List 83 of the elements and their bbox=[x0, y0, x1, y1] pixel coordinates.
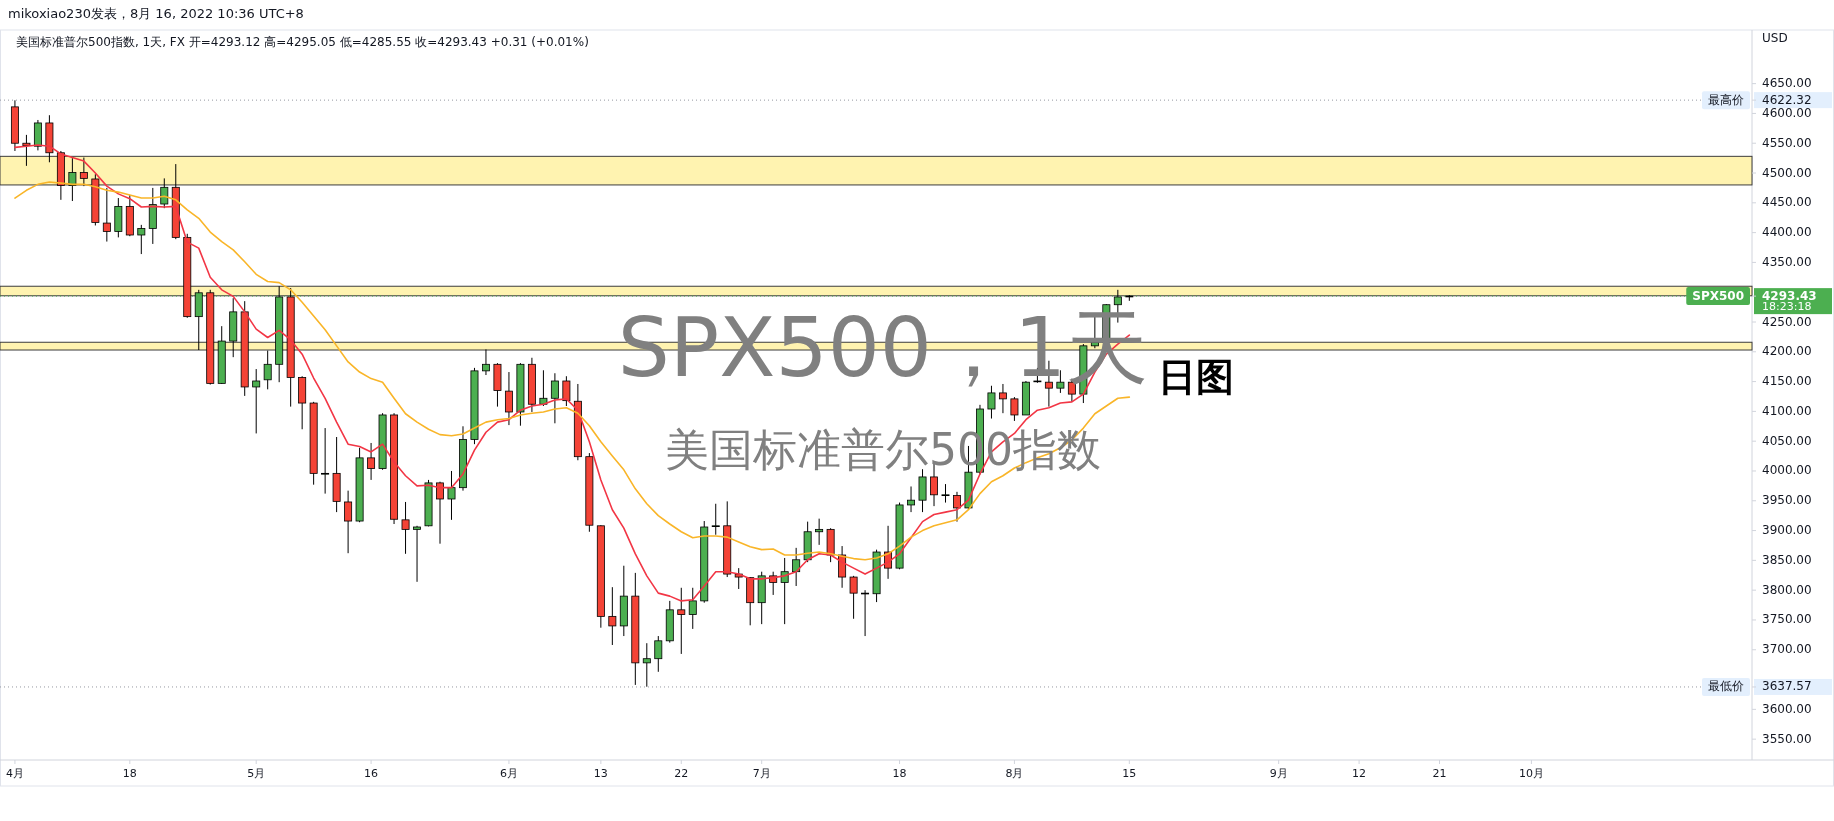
y-tick-label: 4450.00 bbox=[1762, 195, 1812, 210]
x-tick-label: 7月 bbox=[752, 767, 771, 780]
candlestick bbox=[436, 481, 444, 545]
y-tick-label: 4600.00 bbox=[1762, 105, 1812, 120]
candlestick bbox=[654, 635, 663, 673]
y-tick-label: 4293.43 bbox=[1762, 288, 1817, 303]
y-tick-label: 4500.00 bbox=[1762, 165, 1812, 180]
x-tick-label: 4月 bbox=[5, 767, 24, 780]
candlestick bbox=[688, 587, 697, 630]
y-tick-label: 4250.00 bbox=[1762, 314, 1812, 329]
candlestick bbox=[148, 187, 157, 245]
candlestick bbox=[539, 369, 548, 407]
text: 18:23:18 bbox=[1762, 300, 1812, 314]
candlestick bbox=[792, 547, 801, 587]
candlestick bbox=[907, 485, 915, 513]
candlestick bbox=[677, 587, 686, 655]
candlestick bbox=[780, 557, 789, 625]
candlestick bbox=[252, 368, 261, 434]
candlestick bbox=[79, 157, 88, 187]
y-tick-label: 3637.57 bbox=[1762, 679, 1812, 694]
candlestick bbox=[344, 490, 353, 554]
y-tick-label: 3550.00 bbox=[1762, 731, 1812, 746]
x-tick-label: 6月 bbox=[499, 767, 518, 780]
annotation: 日图 bbox=[1158, 355, 1234, 399]
y-tick-label: 4650.00 bbox=[1762, 76, 1812, 91]
y-tick-label: 4200.00 bbox=[1762, 344, 1812, 359]
y-tick-label: 4150.00 bbox=[1762, 374, 1812, 389]
ref-line-label: SPX500 bbox=[1692, 288, 1744, 303]
x-tick-label: 8月 bbox=[1005, 767, 1024, 780]
candlestick bbox=[263, 350, 272, 390]
candlestick bbox=[608, 586, 617, 646]
x-tick-label: 12 bbox=[1352, 767, 1367, 780]
x-tick-label: 18 bbox=[892, 767, 907, 780]
candlestick bbox=[68, 157, 77, 202]
text: 美国标准普尔500指数, 1天, FX 开=4293.12 高=4295.05 低=4285.55 收=4293.43 +0.31 (+0.01%) bbox=[16, 35, 589, 49]
candlestick bbox=[815, 518, 824, 546]
y-tick-label: 3900.00 bbox=[1762, 523, 1812, 538]
candlestick bbox=[33, 119, 42, 151]
x-tick-label: 13 bbox=[593, 767, 608, 780]
candlestick bbox=[849, 575, 858, 620]
x-tick-label: 21 bbox=[1432, 767, 1447, 780]
x-tick-label: 5月 bbox=[247, 767, 266, 780]
candlestick bbox=[861, 589, 870, 637]
y-tick-label: 4350.00 bbox=[1762, 254, 1812, 269]
y-tick-label: 3850.00 bbox=[1762, 552, 1812, 567]
y-tick-label: 4000.00 bbox=[1762, 463, 1812, 478]
chart-subtitle: mikoxiao230发表，8月 16, 2022 10:36 UTC+8 bbox=[8, 6, 304, 21]
candlestick bbox=[987, 385, 996, 420]
candlestick bbox=[941, 483, 950, 504]
y-tick-label: 4550.00 bbox=[1762, 135, 1812, 150]
candlestick bbox=[413, 525, 421, 583]
y-tick-label: 4622.32 bbox=[1762, 92, 1812, 107]
candlestick bbox=[367, 442, 376, 481]
y-tick-label: 3750.00 bbox=[1762, 612, 1812, 627]
y-tick-label: 4100.00 bbox=[1762, 403, 1812, 418]
candlestick bbox=[550, 372, 559, 424]
candlestick bbox=[137, 224, 146, 255]
candlestick bbox=[321, 427, 330, 495]
candlestick bbox=[953, 491, 961, 523]
candlestick bbox=[504, 371, 513, 426]
y-tick-label: 3800.00 bbox=[1762, 582, 1812, 597]
y-tick-label: 4050.00 bbox=[1762, 433, 1812, 448]
candlestick bbox=[401, 501, 410, 555]
candlestick bbox=[102, 187, 111, 243]
x-tick-label: 15 bbox=[1122, 767, 1137, 780]
y-tick-label: 3700.00 bbox=[1762, 642, 1812, 657]
y-tick-label: 4400.00 bbox=[1762, 225, 1812, 240]
ref-line-label: 最低价 bbox=[1708, 679, 1744, 694]
candlestick bbox=[711, 503, 720, 536]
y-tick-label: 3600.00 bbox=[1762, 701, 1812, 716]
candlestick bbox=[1010, 396, 1019, 422]
x-tick-label: 22 bbox=[674, 767, 689, 780]
candlestick bbox=[642, 642, 651, 688]
candlestick bbox=[482, 348, 490, 376]
candlestick bbox=[562, 375, 571, 407]
ref-line-label: 最高价 bbox=[1708, 92, 1744, 107]
y-axis-title: USD bbox=[1762, 31, 1788, 45]
x-tick-label: 18 bbox=[122, 767, 137, 780]
candlestick bbox=[447, 470, 456, 521]
x-tick-label: 9月 bbox=[1269, 767, 1288, 780]
y-tick-label: 3950.00 bbox=[1762, 493, 1812, 508]
x-tick-label: 16 bbox=[364, 767, 379, 780]
x-tick-label: 10月 bbox=[1518, 767, 1544, 780]
